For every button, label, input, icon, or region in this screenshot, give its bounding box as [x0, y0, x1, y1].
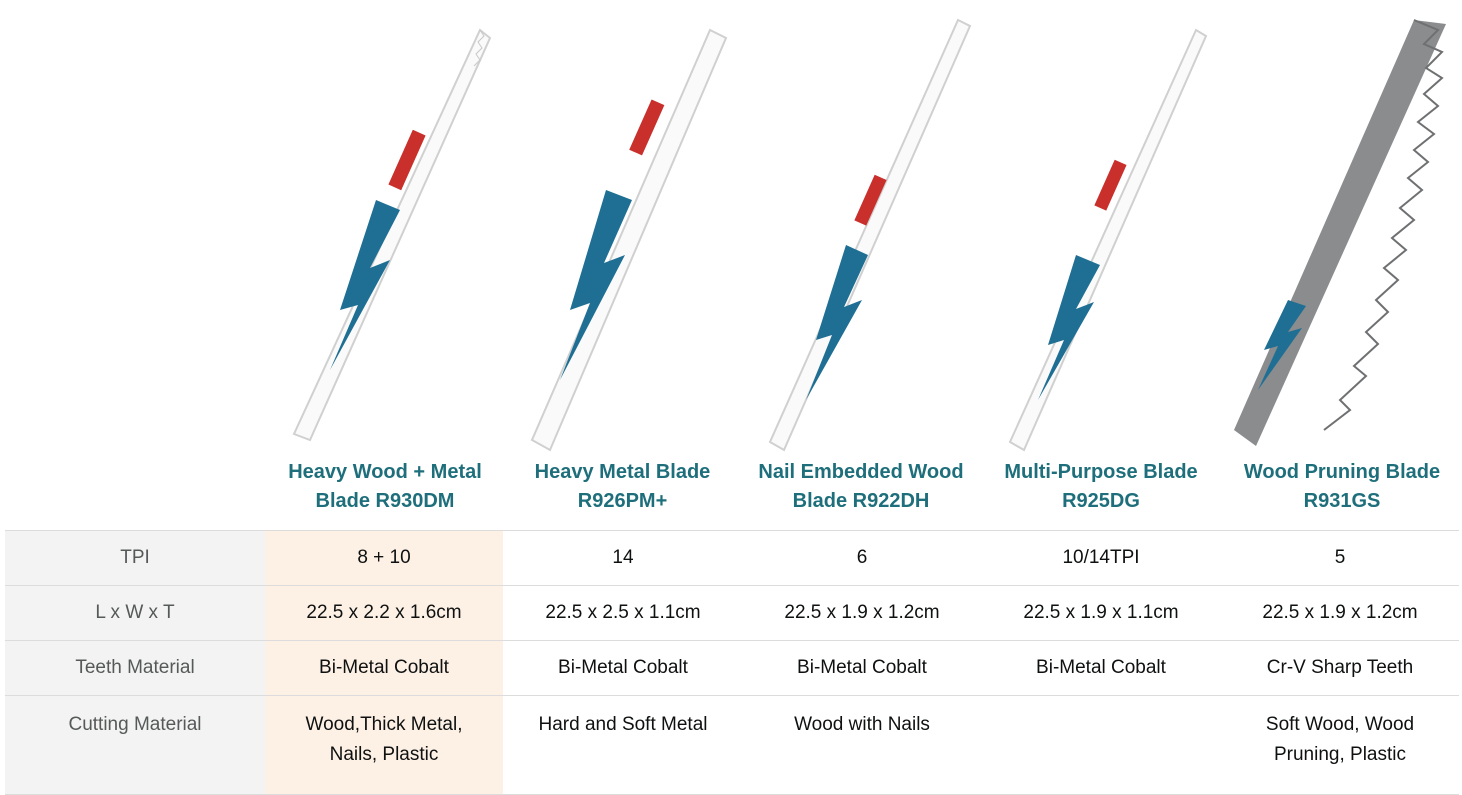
saw-blade-icon [768, 18, 972, 452]
table-cell: Bi-Metal Cobalt [265, 640, 503, 696]
saw-blade-icon [530, 28, 728, 452]
table-cell: 22.5 x 1.9 x 1.1cm [981, 585, 1221, 641]
table-row-tpi: TPI 8 + 10 14 6 10/14TPI 5 [5, 530, 1459, 586]
table-cell: 22.5 x 2.5 x 1.1cm [503, 585, 743, 641]
product-title-r930dm[interactable]: Heavy Wood + Metal Blade R930DM [288, 461, 482, 512]
table-cell [981, 695, 1221, 795]
table-row-teeth-material: Teeth Material Bi-Metal Cobalt Bi-Metal … [5, 640, 1459, 696]
product-title-r922dh[interactable]: Nail Embedded Wood Blade R922DH [758, 461, 964, 512]
table-cell: 22.5 x 1.9 x 1.2cm [743, 585, 981, 641]
blade-image-r931gs [1228, 10, 1453, 460]
table-cell: 10/14TPI [981, 530, 1221, 586]
saw-blade-icon [292, 28, 492, 442]
row-label: Teeth Material [5, 640, 265, 696]
table-cell: Wood with Nails [743, 695, 981, 795]
table-cell: 14 [503, 530, 743, 586]
blade-image-r926pm [520, 10, 740, 460]
table-row-cutting-material: Cutting Material Wood,Thick Metal, Nails… [5, 695, 1459, 795]
blade-image-r930dm [280, 10, 500, 460]
blade-images [292, 18, 1446, 452]
comparison-table: TPI 8 + 10 14 6 10/14TPI 5 L x W x T 22.… [5, 530, 1459, 795]
blade-image-r925dg [1000, 10, 1220, 460]
table-cell: 5 [1221, 530, 1459, 586]
table-cell: 8 + 10 [265, 530, 503, 586]
table-cell: Bi-Metal Cobalt [503, 640, 743, 696]
saw-blade-icon [1234, 19, 1446, 446]
table-cell: Cr-V Sharp Teeth [1221, 640, 1459, 696]
row-label: L x W x T [5, 585, 265, 641]
table-cell: Bi-Metal Cobalt [743, 640, 981, 696]
table-cell: Hard and Soft Metal [503, 695, 743, 795]
table-cell: 22.5 x 2.2 x 1.6cm [265, 585, 503, 641]
blade-image-r922dh [760, 10, 980, 460]
table-cell: 6 [743, 530, 981, 586]
table-cell: 22.5 x 1.9 x 1.2cm [1221, 585, 1459, 641]
table-cell: Bi-Metal Cobalt [981, 640, 1221, 696]
product-title-r926pm[interactable]: Heavy Metal Blade R926PM+ [534, 461, 711, 512]
product-title-r931gs[interactable]: Wood Pruning Blade R931GS [1243, 461, 1441, 512]
table-cell: Soft Wood, Wood Pruning, Plastic [1221, 695, 1459, 795]
row-label: Cutting Material [5, 695, 265, 795]
saw-blade-icon [1008, 28, 1208, 452]
product-titles: Heavy Wood + Metal Blade R930DM Heavy Me… [0, 458, 1462, 520]
row-label: TPI [5, 530, 265, 586]
table-row-dimensions: L x W x T 22.5 x 2.2 x 1.6cm 22.5 x 2.5 … [5, 585, 1459, 641]
table-cell: Wood,Thick Metal, Nails, Plastic [265, 695, 503, 795]
product-title-r925dg[interactable]: Multi-Purpose Blade R925DG [1004, 461, 1198, 512]
